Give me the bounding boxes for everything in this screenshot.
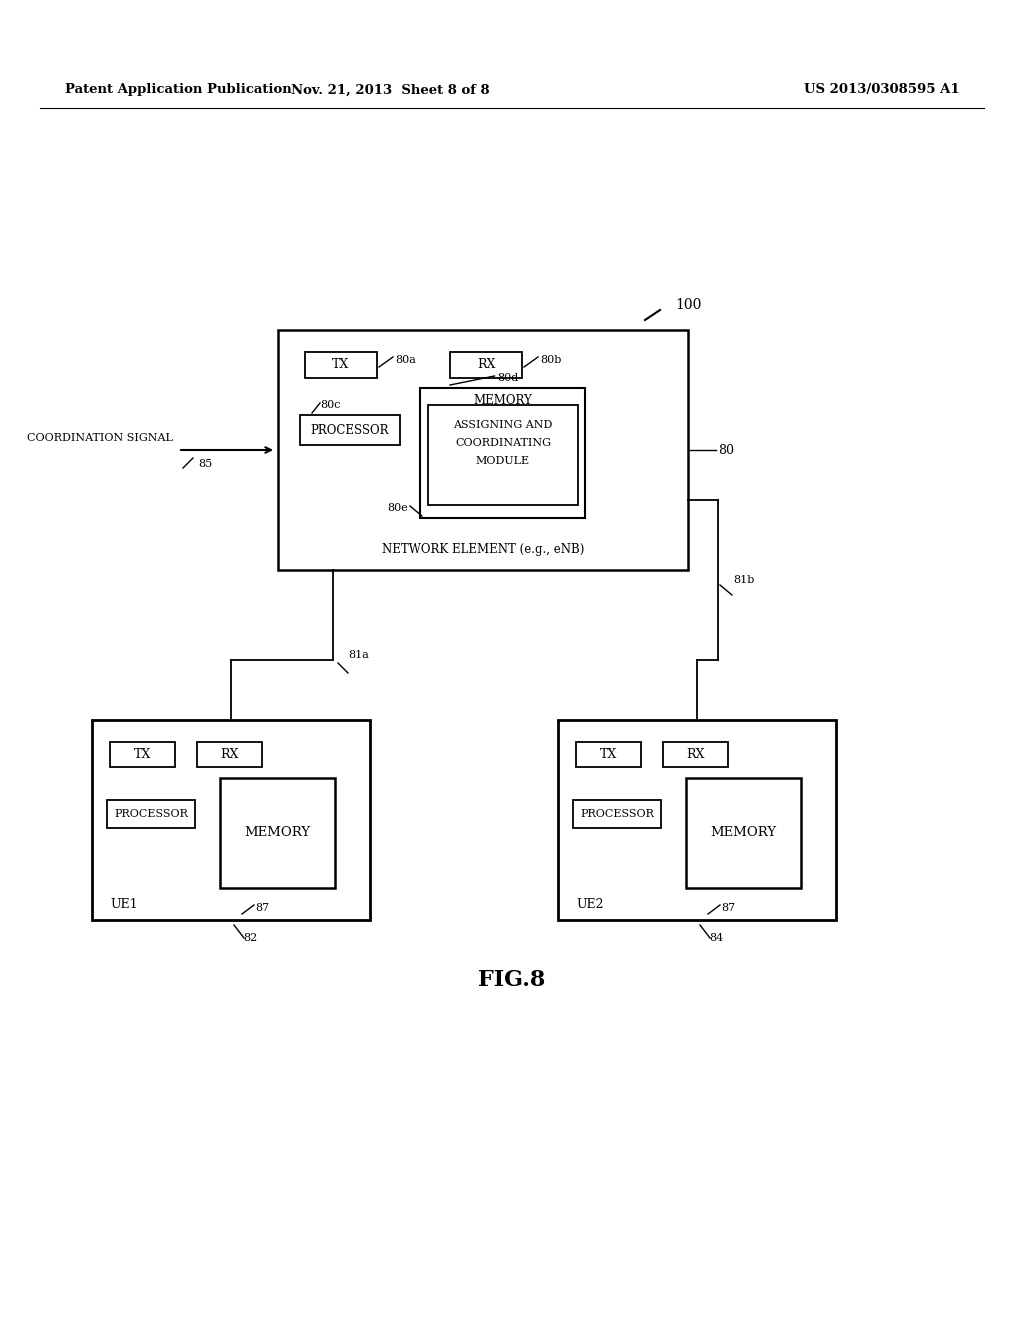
Text: 87: 87	[721, 903, 735, 913]
Text: RX: RX	[220, 748, 239, 762]
Bar	[663, 742, 728, 767]
Bar	[197, 742, 262, 767]
Text: 87: 87	[255, 903, 269, 913]
Text: MEMORY: MEMORY	[473, 393, 531, 407]
Bar	[450, 352, 522, 378]
Text: RX: RX	[686, 748, 705, 762]
Text: 82: 82	[243, 933, 257, 942]
Text: NETWORK ELEMENT (e.g., eNB): NETWORK ELEMENT (e.g., eNB)	[382, 544, 584, 557]
Text: PROCESSOR: PROCESSOR	[580, 809, 654, 818]
Text: COORDINATION SIGNAL: COORDINATION SIGNAL	[27, 433, 173, 444]
Text: 80b: 80b	[540, 355, 561, 366]
Text: UE1: UE1	[110, 899, 137, 912]
Text: Patent Application Publication: Patent Application Publication	[65, 83, 292, 96]
Bar	[300, 414, 400, 445]
Text: 84: 84	[709, 933, 723, 942]
Text: TX: TX	[600, 748, 617, 762]
Bar	[110, 742, 175, 767]
Text: US 2013/0308595 A1: US 2013/0308595 A1	[805, 83, 961, 96]
Text: 80: 80	[718, 444, 734, 457]
Bar	[558, 719, 836, 920]
Text: 80e: 80e	[387, 503, 408, 513]
Text: 81a: 81a	[348, 649, 369, 660]
Text: MODULE: MODULE	[476, 455, 530, 466]
Text: Nov. 21, 2013  Sheet 8 of 8: Nov. 21, 2013 Sheet 8 of 8	[291, 83, 489, 96]
Text: TX: TX	[333, 359, 349, 371]
Bar	[305, 352, 377, 378]
Text: UE2: UE2	[575, 899, 603, 912]
Text: 80c: 80c	[319, 400, 341, 411]
Text: ASSIGNING AND: ASSIGNING AND	[454, 420, 553, 430]
Text: 80d: 80d	[498, 374, 519, 383]
Bar	[106, 800, 195, 828]
Text: MEMORY: MEMORY	[711, 826, 776, 840]
Bar	[92, 719, 370, 920]
Text: RX: RX	[477, 359, 496, 371]
Bar	[428, 405, 578, 506]
Bar	[573, 800, 662, 828]
Text: TX: TX	[134, 748, 152, 762]
Bar	[278, 330, 688, 570]
Text: PROCESSOR: PROCESSOR	[114, 809, 188, 818]
Text: 85: 85	[198, 459, 212, 469]
Text: COORDINATING: COORDINATING	[455, 438, 551, 447]
Bar	[220, 777, 335, 888]
Bar	[686, 777, 801, 888]
Text: 80a: 80a	[395, 355, 416, 366]
Bar	[575, 742, 641, 767]
Text: MEMORY: MEMORY	[245, 826, 310, 840]
Text: 81b: 81b	[733, 576, 755, 585]
Text: FIG.8: FIG.8	[478, 969, 546, 991]
Text: 100: 100	[675, 298, 701, 312]
Text: PROCESSOR: PROCESSOR	[310, 424, 389, 437]
Bar	[420, 388, 585, 517]
